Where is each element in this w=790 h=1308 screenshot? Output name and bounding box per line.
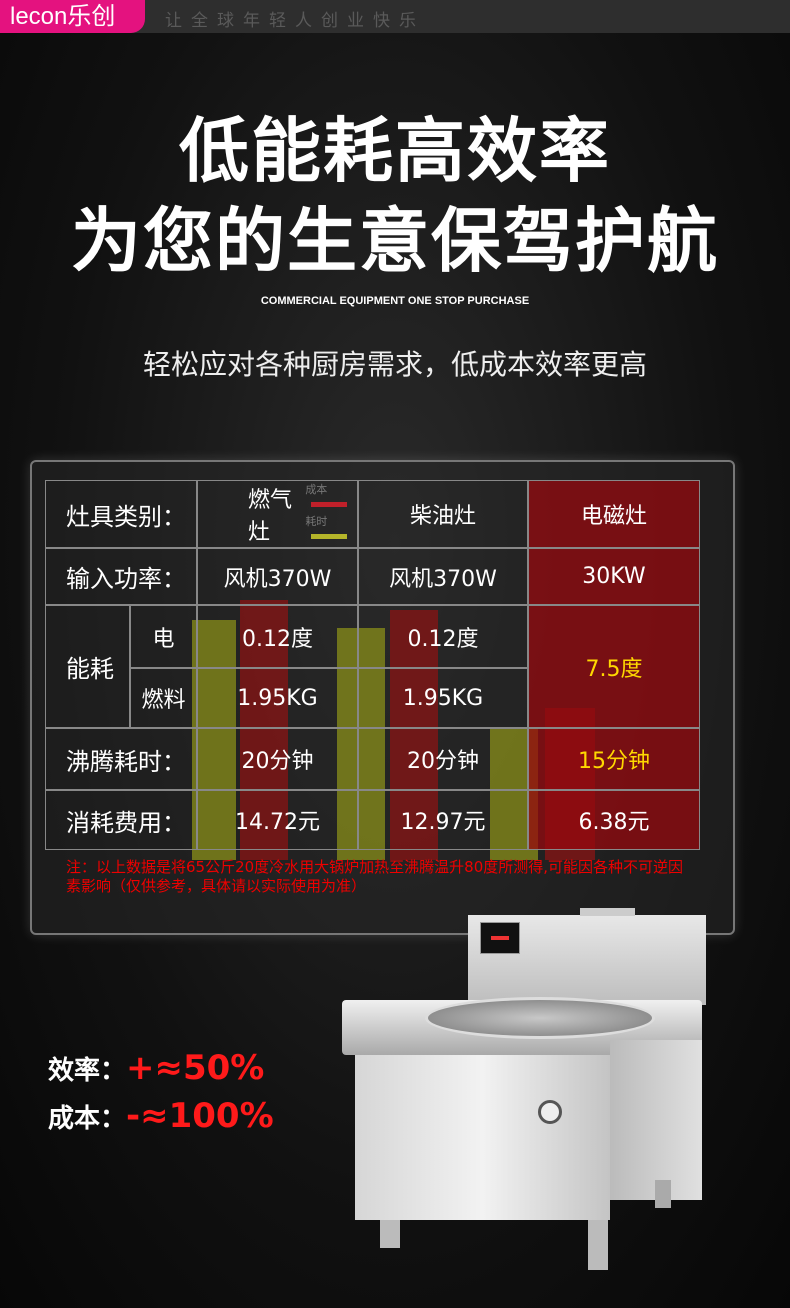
cost-label: 消耗费用： <box>45 790 197 850</box>
energy-fuel-label: 燃料 <box>130 668 197 728</box>
cost-gas: 14.72元 <box>197 790 358 850</box>
stat-efficiency-value: +≈50% <box>126 1048 265 1088</box>
bar-diesel-cost <box>390 610 438 860</box>
cost-diesel: 12.97元 <box>358 790 528 850</box>
boil-gas: 20分钟 <box>197 728 358 790</box>
header-gas: 燃气灶 成本耗时 <box>197 480 358 548</box>
subtitle-en: COMMERCIAL EQUIPMENT ONE STOP PURCHASE <box>260 295 530 307</box>
stat-efficiency-label: 效率： <box>48 1056 127 1086</box>
fuel-diesel: 1.95KG <box>358 668 528 728</box>
boil-induction: 15分钟 <box>528 728 700 790</box>
top-bar: lecon乐创 让全球年轻人创业快乐 <box>0 0 790 33</box>
electric-diesel: 0.12度 <box>358 605 528 668</box>
energy-label: 能耗 <box>45 605 130 728</box>
legend-time: 耗时 <box>305 515 328 528</box>
legend: 成本 耗时 <box>305 482 357 546</box>
header-gas-label: 燃气灶 <box>248 488 293 545</box>
fuel-gas: 1.95KG <box>197 668 358 728</box>
header-induction: 电磁灶 <box>528 480 700 548</box>
cost-induction: 6.38元 <box>528 790 700 850</box>
power-label: 输入功率： <box>45 548 197 605</box>
header-category: 灶具类别： <box>45 480 197 548</box>
boil-label: 沸腾耗时： <box>45 728 197 790</box>
legend-cost: 成本 <box>305 483 328 496</box>
stat-cost: 成本：-≈100% <box>48 1096 274 1136</box>
energy-electric-label: 电 <box>130 605 197 668</box>
energy-induction: 7.5度 <box>528 605 700 728</box>
bar-gas-cost <box>240 600 288 860</box>
stat-efficiency: 效率：+≈50% <box>48 1048 264 1088</box>
header-diesel: 柴油灶 <box>358 480 528 548</box>
subtitle-cn: 轻松应对各种厨房需求，低成本效率更高 <box>142 348 647 381</box>
footnote: 注：以上数据是将65公斤20度冷水用大锅炉加热至沸腾温升80度所测得,可能因各种… <box>66 858 684 895</box>
bar-gas-time <box>192 620 236 860</box>
brand-logo: lecon乐创 <box>0 0 145 33</box>
electric-gas: 0.12度 <box>197 605 358 668</box>
headline-line1: 低能耗高效率 <box>179 110 611 192</box>
power-induction: 30KW <box>528 548 700 605</box>
power-gas: 风机370W <box>197 548 358 605</box>
headline-line2: 为您的生意保驾护航 <box>71 200 719 282</box>
boil-diesel: 20分钟 <box>358 728 528 790</box>
slogan: 让全球年轻人创业快乐 <box>165 11 425 31</box>
stat-cost-value: -≈100% <box>126 1096 274 1136</box>
bar-diesel-time <box>337 628 385 860</box>
stat-cost-label: 成本： <box>48 1104 127 1134</box>
comparison-table: 灶具类别： 燃气灶 成本耗时 柴油灶 电磁灶 输入功率： 风机370W 风机37… <box>45 480 700 850</box>
power-diesel: 风机370W <box>358 548 528 605</box>
